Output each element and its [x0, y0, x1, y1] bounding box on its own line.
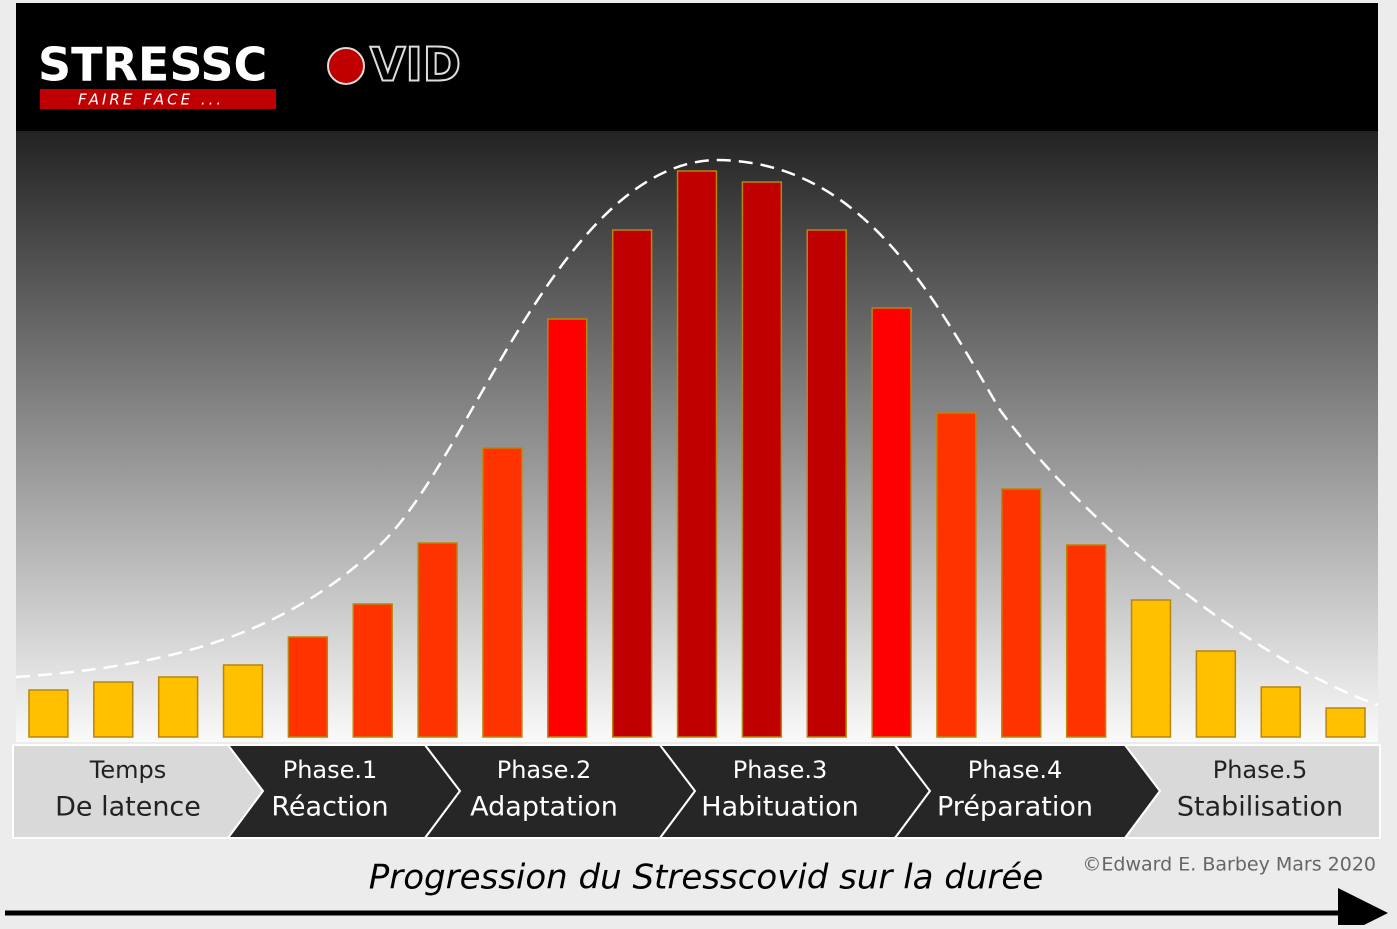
bar	[806, 229, 847, 738]
bar	[1130, 599, 1172, 738]
bar	[93, 681, 134, 738]
bar	[222, 664, 264, 738]
bar	[1065, 544, 1107, 738]
phase-label: Habituation	[701, 792, 858, 823]
bar	[1195, 650, 1237, 738]
bar	[157, 676, 199, 738]
phase-label: Stabilisation	[1177, 792, 1343, 823]
bar	[1260, 686, 1301, 738]
phase-label: Réaction	[271, 792, 388, 823]
bar	[417, 542, 458, 738]
bar	[611, 229, 653, 738]
logo-tagline: FAIRE FACE ...	[78, 91, 224, 109]
logo-tag-bg	[40, 89, 276, 109]
phase-label: Phase.2	[497, 756, 592, 784]
bar	[1325, 707, 1366, 738]
virus-icon	[327, 47, 365, 85]
phase-label: Phase.5	[1213, 756, 1308, 784]
logo-text: VID	[370, 38, 461, 92]
phase-label: Adaptation	[470, 792, 618, 823]
bar	[547, 318, 588, 738]
bar	[1001, 488, 1042, 738]
header	[16, 3, 1378, 131]
bar	[287, 636, 329, 738]
trend-curve	[15, 158, 1379, 707]
phase-label: Préparation	[937, 792, 1093, 823]
phase-chevron	[1122, 744, 1381, 839]
logo-text: STRESSC	[38, 38, 267, 92]
bar	[936, 412, 977, 738]
bar	[28, 689, 69, 738]
phase-label: Phase.4	[968, 756, 1063, 784]
phase-label: De latence	[55, 792, 201, 823]
phase-label: Phase.1	[283, 756, 378, 784]
phase-label: Temps	[89, 756, 166, 784]
phase-label: Phase.3	[733, 756, 828, 784]
chart-title: Progression du Stresscovid sur la durée	[369, 858, 1044, 898]
bar	[871, 307, 912, 738]
bar	[741, 181, 783, 738]
bar	[352, 603, 393, 738]
credit: ©Edward E. Barbey Mars 2020	[1082, 854, 1376, 876]
bar	[482, 447, 523, 738]
bar	[676, 170, 718, 738]
